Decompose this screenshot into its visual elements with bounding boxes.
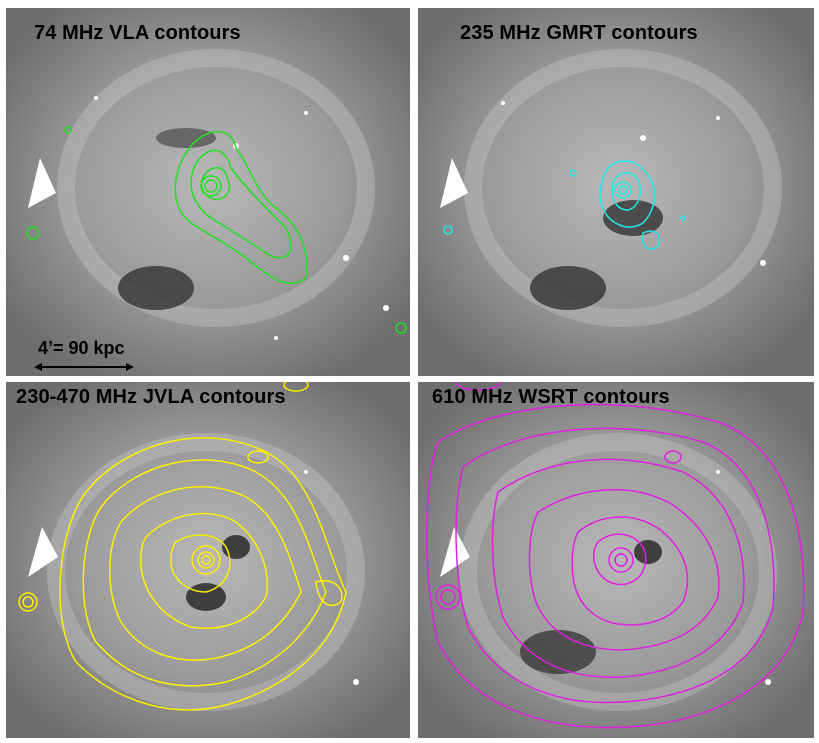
xray-image-jvla <box>6 382 410 738</box>
panel-label: 610 MHz WSRT contours <box>432 386 670 408</box>
panel-jvla-230-470mhz: 230-470 MHz JVLA contours <box>6 382 410 738</box>
xray-image-vla <box>6 8 410 376</box>
panel-label: 235 MHz GMRT contours <box>460 22 698 44</box>
scale-bar: 4’= 90 kpc <box>34 338 134 376</box>
contours-wsrt <box>426 382 805 729</box>
panel-label: 230-470 MHz JVLA contours <box>16 386 286 408</box>
contours-jvla <box>18 382 347 711</box>
xray-image-wsrt <box>418 382 814 738</box>
xray-image-gmrt <box>418 8 814 376</box>
contours-vla <box>26 126 407 334</box>
panel-wsrt-610mhz: 610 MHz WSRT contours <box>418 382 814 738</box>
scale-bar-label: 4’= 90 kpc <box>38 338 125 358</box>
contours-gmrt <box>443 160 686 250</box>
panel-gmrt-235mhz: 235 MHz GMRT contours <box>418 8 814 376</box>
scale-bar-arrow-icon <box>34 363 134 371</box>
panel-label: 74 MHz VLA contours <box>34 22 241 44</box>
panel-vla-74mhz: 74 MHz VLA contours 4’= 90 kpc <box>6 8 410 376</box>
